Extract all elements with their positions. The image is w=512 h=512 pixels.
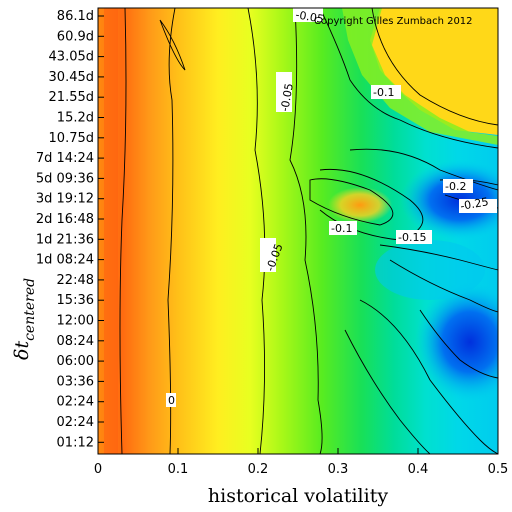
contour-label-neg02: -0.2 [445, 180, 466, 193]
y-tick-label: 3d 19:12 [36, 192, 94, 207]
y-tick-label: 86.1d [57, 9, 94, 24]
contour-label-0: 0 [168, 394, 175, 407]
x-tick-label: 0.2 [248, 462, 269, 477]
plot-frame [97, 7, 499, 455]
y-tick-label: 1d 08:24 [36, 253, 94, 268]
x-tick-label: 0.4 [408, 462, 429, 477]
contour-label-neg005-c: -0.05 [294, 8, 324, 26]
y-tick-label: 15:36 [57, 293, 94, 308]
contour-label-neg01-b: -0.1 [331, 222, 352, 235]
y-tick-label: 02:24 [57, 415, 94, 430]
contour-lines [119, 8, 498, 454]
y-tick-label: 7d 14:24 [36, 151, 94, 166]
y-tick-label: 5d 09:36 [36, 171, 94, 186]
contour-label-neg01-a: -0.1 [373, 86, 394, 99]
y-tick-label: 08:24 [57, 334, 94, 349]
y-tick-label: 2d 16:48 [36, 212, 94, 227]
x-tick-label: 0 [94, 462, 102, 477]
contour-label-neg015: -0.15 [398, 231, 426, 244]
x-tick-label: 0.3 [328, 462, 349, 477]
y-tick-label: 15.2d [57, 111, 94, 126]
y-tick-label: 21.55d [49, 90, 94, 105]
y-tick-label: 12:00 [57, 314, 94, 329]
contour-label-neg025: -0.25 [459, 195, 489, 213]
y-tick-label: 1d 21:36 [36, 232, 94, 247]
heatmap-field [98, 8, 498, 454]
x-tick-label: 0.1 [168, 462, 189, 477]
y-axis: 86.1d 60.9d 43.05d 30.45d 21.55d 15.2d 10.75d 7… [36, 9, 104, 450]
y-tick-label: 06:00 [57, 354, 94, 369]
y-tick-label: 60.9d [57, 29, 94, 44]
y-axis-title: δtcentered [11, 278, 38, 360]
y-tick-label: 01:12 [57, 435, 94, 450]
y-axis-title-sub: centered [22, 278, 38, 341]
y-tick-label: 03:36 [57, 374, 94, 389]
copyright-text: Copyright Gilles Zumbach 2012 [314, 16, 473, 27]
y-axis-title-main: δt [11, 341, 33, 360]
y-tick-label: 10.75d [49, 131, 94, 146]
x-axis: 0 0.1 0.2 0.3 0.4 0.5 [94, 448, 508, 477]
y-tick-label: 22:48 [57, 273, 94, 288]
svg-text:δtcentered: δtcentered [11, 278, 38, 360]
x-tick-label: 0.5 [488, 462, 509, 477]
x-axis-title: historical volatility [208, 485, 388, 507]
contour-label-neg005-b: -0.05 [278, 82, 296, 112]
y-tick-label: 43.05d [49, 50, 94, 65]
y-tick-label: 30.45d [49, 70, 94, 85]
y-tick-label: 02:24 [57, 395, 94, 410]
contour-labels: 0 -0.05 -0.05 -0.05 -0.1 -0.1 -0.15 -0.2… [166, 8, 497, 407]
